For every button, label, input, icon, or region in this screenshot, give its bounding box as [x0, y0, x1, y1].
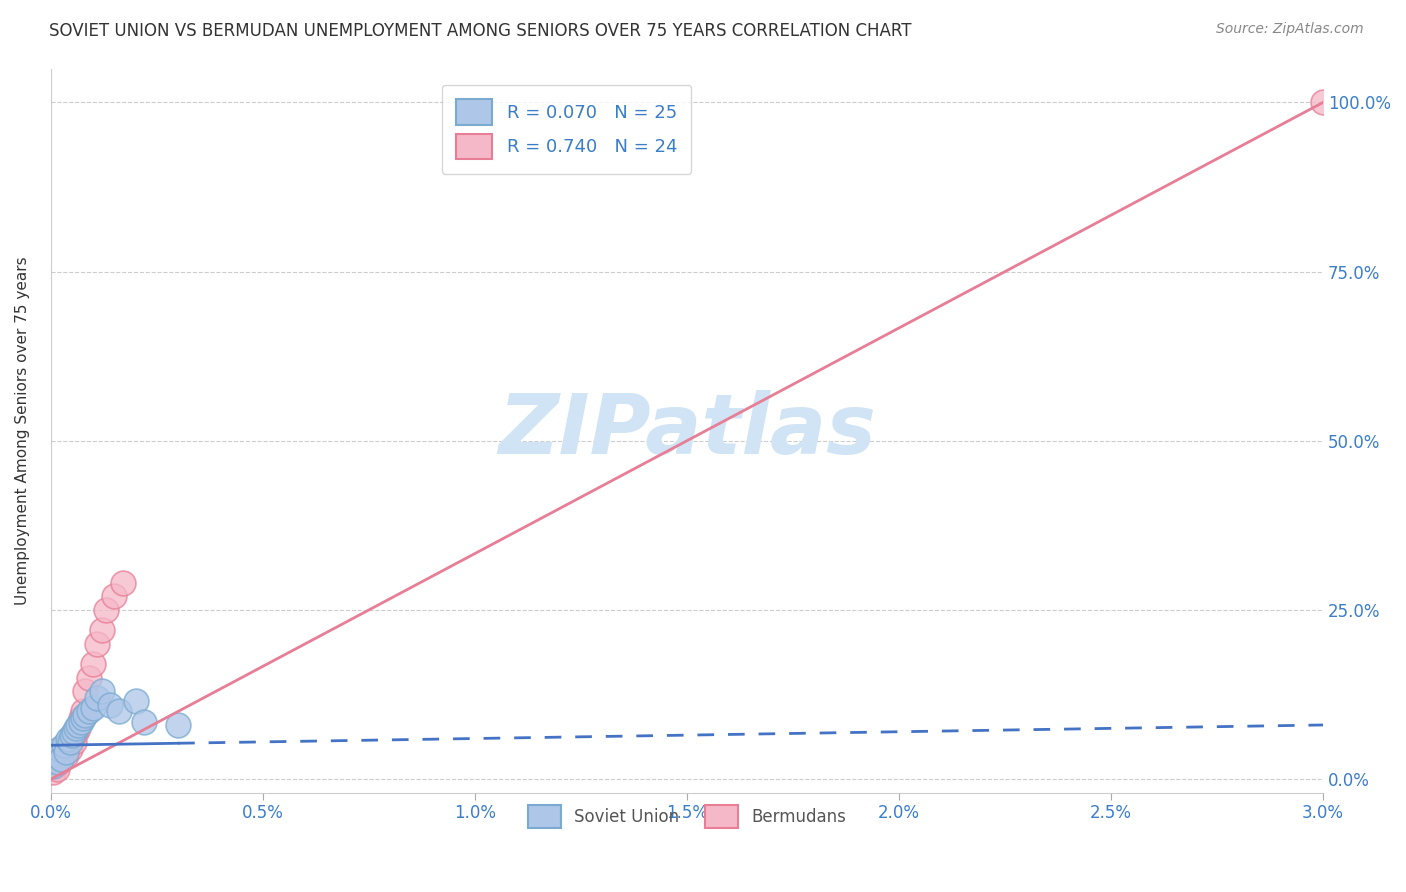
Point — [65, 724, 87, 739]
Point — [51, 752, 73, 766]
Point — [48, 755, 70, 769]
Point — [134, 714, 156, 729]
Point — [86, 690, 108, 705]
Point — [94, 603, 117, 617]
Point — [65, 722, 87, 736]
Point — [56, 731, 79, 746]
Point — [69, 714, 91, 729]
Point — [46, 762, 69, 776]
Point — [52, 739, 75, 753]
Point — [72, 711, 94, 725]
Point — [103, 590, 125, 604]
Point — [59, 735, 82, 749]
Point — [82, 701, 104, 715]
Point — [52, 745, 75, 759]
Point — [86, 637, 108, 651]
Point — [90, 684, 112, 698]
Point — [56, 739, 79, 753]
Point — [44, 758, 66, 772]
Point — [42, 765, 65, 780]
Point — [72, 705, 94, 719]
Point — [59, 741, 82, 756]
Point — [77, 671, 100, 685]
Point — [73, 707, 96, 722]
Point — [73, 684, 96, 698]
Point — [48, 741, 70, 756]
Point — [60, 728, 83, 742]
Point — [63, 735, 86, 749]
Point — [111, 575, 134, 590]
Point — [67, 718, 90, 732]
Point — [67, 722, 90, 736]
Point — [63, 724, 86, 739]
Point — [124, 694, 146, 708]
Point — [55, 745, 77, 759]
Point — [82, 657, 104, 671]
Point — [69, 711, 91, 725]
Text: Source: ZipAtlas.com: Source: ZipAtlas.com — [1216, 22, 1364, 37]
Point — [55, 748, 77, 763]
Legend: Soviet Union, Bermudans: Soviet Union, Bermudans — [522, 798, 853, 835]
Point — [1312, 95, 1334, 110]
Point — [167, 718, 190, 732]
Text: ZIPatlas: ZIPatlas — [498, 390, 876, 471]
Point — [44, 748, 66, 763]
Point — [60, 731, 83, 746]
Point — [51, 752, 73, 766]
Point — [46, 755, 69, 769]
Y-axis label: Unemployment Among Seniors over 75 years: Unemployment Among Seniors over 75 years — [15, 256, 30, 605]
Point — [90, 624, 112, 638]
Point — [77, 705, 100, 719]
Point — [107, 705, 129, 719]
Point — [98, 698, 121, 712]
Point — [42, 758, 65, 772]
Text: SOVIET UNION VS BERMUDAN UNEMPLOYMENT AMONG SENIORS OVER 75 YEARS CORRELATION CH: SOVIET UNION VS BERMUDAN UNEMPLOYMENT AM… — [49, 22, 911, 40]
